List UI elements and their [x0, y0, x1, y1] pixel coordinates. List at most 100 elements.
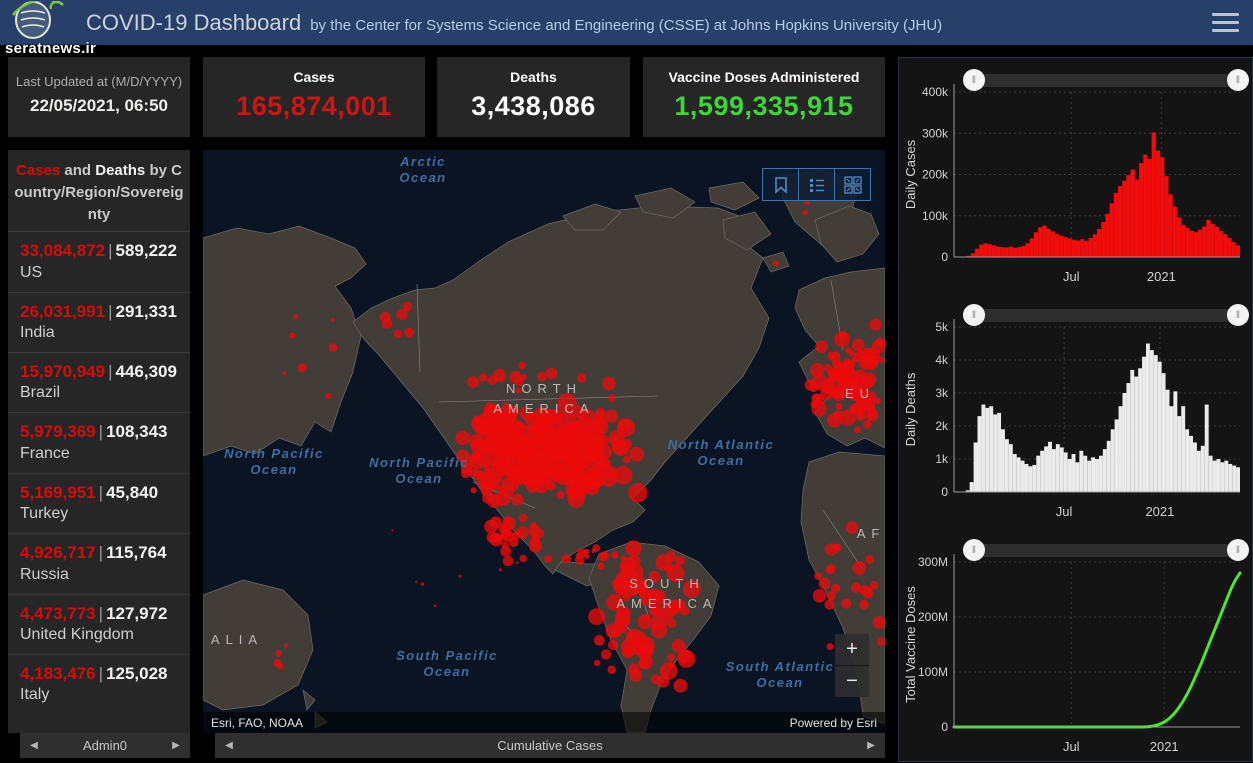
country-deaths-value: 108,343 [106, 422, 167, 441]
last-updated-panel: Last Updated at (M/D/YYYY) 22/05/2021, 0… [8, 57, 190, 137]
country-cases-value: 4,473,773 [20, 604, 96, 623]
country-row[interactable]: 15,970,949|446,309 Brazil [8, 352, 190, 412]
map-attribution: Esri, FAO, NOAA Powered by Esri [203, 712, 885, 733]
total-deaths-panel: Deaths 3,438,086 [437, 57, 630, 137]
emblem-icon [5, 1, 67, 41]
cases-value: 165,874,001 [203, 91, 425, 122]
slider-right-handle[interactable]: ‖ [1227, 69, 1249, 91]
svg-text:100k: 100k [922, 209, 949, 223]
country-name: India [20, 324, 178, 342]
svg-text:400k: 400k [922, 85, 949, 99]
svg-text:100M: 100M [918, 665, 948, 679]
svg-text:Jul: Jul [1056, 504, 1073, 519]
svg-text:North Pacific: North Pacific [369, 455, 469, 470]
svg-text:Daily Deaths: Daily Deaths [903, 372, 918, 446]
legend-list-icon[interactable] [798, 168, 835, 201]
map-zoom-control: + − [835, 634, 869, 697]
map-mode-label: Cumulative Cases [497, 738, 603, 753]
slider-left-handle[interactable]: ‖ [963, 69, 985, 91]
country-cases-value: 5,979,369 [20, 422, 96, 441]
svg-text:Jul: Jul [1063, 269, 1080, 284]
svg-text:Ocean: Ocean [423, 664, 470, 679]
svg-text:300M: 300M [918, 555, 948, 569]
admin-level-bar: ◀ Admin0 ▶ [20, 733, 190, 758]
svg-text:North Pacific: North Pacific [224, 446, 324, 461]
svg-text:South Atlantic: South Atlantic [726, 659, 835, 674]
watermark-logo: seratnews.ir [5, 1, 125, 57]
slider-right-handle[interactable]: ‖ [1227, 304, 1249, 326]
country-cases-value: 33,084,872 [20, 241, 105, 260]
svg-text:Ocean: Ocean [399, 170, 446, 185]
svg-text:Ocean: Ocean [395, 471, 442, 486]
attribution-esri: Powered by Esri [790, 716, 877, 730]
country-deaths-value: 589,222 [116, 241, 177, 260]
country-list-title: Cases and Deaths by Country/Region/Sover… [8, 150, 190, 231]
country-cases-value: 4,926,717 [20, 543, 96, 562]
admin-next-icon[interactable]: ▶ [162, 740, 190, 751]
country-row[interactable]: 4,183,476|125,028 Italy [8, 654, 190, 714]
deaths-label: Deaths [437, 69, 630, 85]
zoom-in-button[interactable]: + [835, 634, 869, 666]
slider-left-handle[interactable]: ‖ [963, 304, 985, 326]
country-row[interactable]: 5,169,951|45,840 Turkey [8, 473, 190, 533]
cases-label: Cases [203, 69, 425, 85]
vaccine-doses-range-slider[interactable]: ‖ ‖ [971, 544, 1241, 557]
country-name: Russia [20, 566, 178, 584]
svg-text:AF: AF [857, 526, 885, 541]
vaccine-doses-panel: Vaccine Doses Administered 1,599,335,915 [643, 57, 885, 137]
svg-text:North Atlantic: North Atlantic [668, 437, 774, 452]
bookmark-icon[interactable] [762, 168, 799, 201]
slider-left-handle[interactable]: ‖ [963, 539, 985, 561]
svg-text:2021: 2021 [1147, 269, 1176, 284]
svg-text:2k: 2k [935, 419, 949, 433]
svg-text:Total Vaccine Doses: Total Vaccine Doses [903, 586, 918, 703]
country-row[interactable]: 5,979,369|108,343 France [8, 412, 190, 472]
country-cases-value: 5,169,951 [20, 483, 96, 502]
country-row[interactable]: 4,926,717|115,764 Russia [8, 533, 190, 593]
country-row[interactable]: 26,031,991|291,331 India [8, 292, 190, 352]
country-name: Italy [20, 686, 178, 704]
admin-prev-icon[interactable]: ◀ [20, 740, 48, 751]
zoom-out-button[interactable]: − [835, 666, 869, 697]
svg-text:1k: 1k [935, 452, 949, 466]
attribution-sources: Esri, FAO, NOAA [211, 716, 303, 730]
daily-deaths-range-slider[interactable]: ‖ ‖ [971, 309, 1241, 322]
menu-icon[interactable] [1212, 13, 1239, 37]
svg-text:5k: 5k [935, 320, 949, 334]
svg-text:0: 0 [941, 485, 948, 499]
svg-text:200k: 200k [922, 168, 949, 182]
country-deaths-value: 291,331 [116, 302, 177, 321]
last-updated-label: Last Updated at (M/D/YYYY) [8, 74, 190, 89]
country-row[interactable]: 33,084,872|589,222 US [8, 231, 190, 291]
map-mode-prev-icon[interactable]: ◀ [215, 740, 243, 751]
vaccine-label: Vaccine Doses Administered [643, 69, 885, 85]
map-mode-next-icon[interactable]: ▶ [857, 740, 885, 751]
basemap-grid-icon[interactable] [834, 168, 871, 201]
svg-text:200M: 200M [918, 610, 948, 624]
svg-text:2021: 2021 [1150, 739, 1179, 754]
svg-text:0: 0 [941, 250, 948, 264]
svg-text:Jul: Jul [1063, 739, 1080, 754]
country-list-panel: Cases and Deaths by Country/Region/Sover… [8, 150, 190, 733]
country-row[interactable]: 4,473,773|127,972 United Kingdom [8, 594, 190, 654]
map-mode-bar: ◀ Cumulative Cases ▶ [215, 733, 885, 758]
country-deaths-value: 446,309 [116, 362, 177, 381]
svg-text:South Pacific: South Pacific [396, 648, 498, 663]
country-deaths-value: 45,840 [106, 483, 158, 502]
deaths-value: 3,438,086 [437, 91, 630, 122]
svg-text:Arctic: Arctic [399, 154, 446, 169]
daily-cases-range-slider[interactable]: ‖ ‖ [971, 74, 1241, 87]
slider-right-handle[interactable]: ‖ [1227, 539, 1249, 561]
country-name: United Kingdom [20, 626, 178, 644]
country-name: Brazil [20, 384, 178, 402]
svg-text:SOUTH: SOUTH [629, 576, 705, 591]
svg-text:2021: 2021 [1145, 504, 1174, 519]
app-header: COVID-19 Dashboard by the Center for Sys… [0, 0, 1253, 45]
svg-text:300k: 300k [922, 126, 949, 140]
total-cases-panel: Cases 165,874,001 [203, 57, 425, 137]
